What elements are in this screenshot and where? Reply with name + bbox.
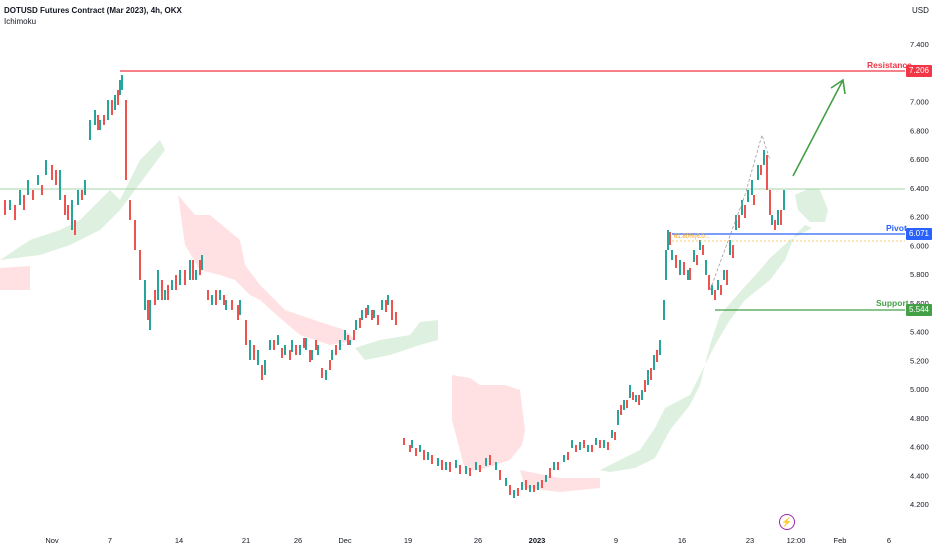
- resistance-price-tag: 7.206: [906, 65, 932, 77]
- y-tick-label: 6.600: [910, 155, 929, 164]
- y-tick-label: 4.800: [910, 414, 929, 423]
- x-tick-label: Nov: [45, 536, 59, 545]
- y-tick-label: 6.800: [910, 126, 929, 135]
- currency-label[interactable]: USD: [912, 6, 929, 15]
- fib-zigzag: [709, 133, 771, 291]
- cloud-bull-nov: [0, 140, 165, 260]
- y-tick-label: 4.400: [910, 471, 929, 480]
- x-tick-label: 6: [887, 536, 891, 545]
- y-tick-label: 4.200: [910, 500, 929, 509]
- fib-label: 61.80%(6.0...: [674, 234, 710, 240]
- time-axis: Nov 7 14 21 26 Dec 19 26 2023 9 16 23 12:00 Feb 6: [45, 536, 891, 545]
- x-tick-label: 7: [108, 536, 112, 545]
- y-tick-label: 5.800: [910, 270, 929, 279]
- y-tick-label: 6.200: [910, 213, 929, 222]
- cloud-bear-jan: [520, 470, 600, 492]
- x-tick-label: 14: [175, 536, 183, 545]
- y-tick-label: 5.200: [910, 356, 929, 365]
- x-tick-label: 23: [746, 536, 754, 545]
- x-tick-label: 26: [294, 536, 302, 545]
- cloud-bear-nov: [178, 195, 355, 345]
- pivot-label: Pivot: [886, 223, 907, 233]
- candles-up: [9, 75, 785, 498]
- support-price-tag: 5.544: [906, 304, 932, 316]
- support-label: Support: [876, 298, 909, 308]
- projection-arrow: [792, 78, 846, 177]
- y-tick-label: 6.400: [910, 184, 929, 193]
- x-tick-label: Feb: [834, 536, 847, 545]
- x-tick-label: 26: [474, 536, 482, 545]
- pivot-price-tag: 6.071: [906, 228, 932, 240]
- price-axis: 4.200 4.400 4.600 4.800 5.000 5.200 5.400 5.600…: [910, 40, 929, 509]
- resistance-label: Resistance: [867, 60, 912, 70]
- x-tick-label: 9: [614, 536, 618, 545]
- ichimoku-cloud: [0, 140, 828, 492]
- cloud-bull-dec: [355, 320, 438, 360]
- x-tick-label: 2023: [529, 536, 546, 545]
- lightning-icon[interactable]: ⚡: [779, 514, 795, 530]
- cloud-bear-early: [0, 266, 30, 290]
- cloud-bear-dec: [452, 375, 525, 470]
- x-tick-label: 16: [678, 536, 686, 545]
- x-tick-label: 12:00: [787, 536, 806, 545]
- y-tick-label: 7.400: [910, 40, 929, 49]
- x-tick-label: Dec: [338, 536, 352, 545]
- candles-down: [4, 90, 782, 496]
- y-tick-label: 5.400: [910, 328, 929, 337]
- cloud-bull-jan: [600, 225, 812, 472]
- y-tick-label: 5.600: [910, 299, 929, 308]
- symbol-title[interactable]: DOTUSD Futures Contract (Mar 2023), 4h, …: [4, 6, 182, 15]
- candles: [4, 75, 785, 498]
- x-tick-label: 19: [404, 536, 412, 545]
- y-tick-label: 6.000: [910, 241, 929, 250]
- y-tick-label: 4.600: [910, 443, 929, 452]
- y-tick-label: 7.000: [910, 98, 929, 107]
- indicator-name[interactable]: Ichimoku: [4, 17, 37, 26]
- cloud-bull-future: [795, 188, 828, 222]
- y-tick-label: 5.000: [910, 385, 929, 394]
- x-tick-label: 21: [242, 536, 250, 545]
